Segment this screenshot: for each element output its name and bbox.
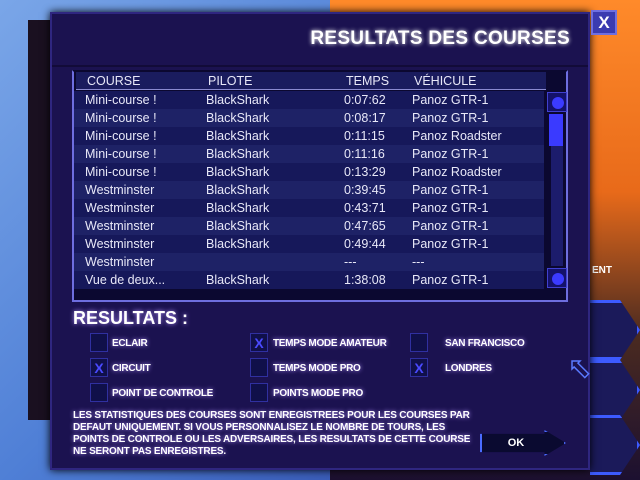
cell-temps: 0:11:16 — [344, 147, 385, 161]
checkbox-circuit[interactable]: X — [90, 358, 108, 377]
checkbox-temps-mode-amateur[interactable]: X — [250, 333, 268, 352]
cell-vehicule: Panoz GTR-1 — [412, 237, 489, 251]
cell-vehicule: Panoz GTR-1 — [412, 147, 489, 161]
scroll-up-button[interactable] — [547, 92, 567, 112]
cell-vehicule: Panoz GTR-1 — [412, 219, 489, 233]
checkbox-label[interactable]: TEMPS MODE AMATEUR — [273, 338, 387, 349]
cell-pilote: BlackShark — [206, 183, 270, 197]
cell-course: Mini-course ! — [85, 111, 157, 125]
checkbox-points-mode-pro[interactable] — [250, 383, 268, 402]
table-row[interactable]: Mini-course ! BlackShark 0:08:17 Panoz GTR-… — [74, 109, 544, 127]
scroll-down-button[interactable] — [547, 268, 567, 288]
cell-vehicule: Panoz GTR-1 — [412, 111, 489, 125]
cell-course: Westminster — [85, 255, 155, 269]
cell-pilote: BlackShark — [206, 147, 270, 161]
checkbox-label[interactable]: TEMPS MODE PRO — [273, 363, 361, 374]
cell-temps: 0:47:65 — [344, 219, 386, 233]
cell-vehicule: Panoz GTR-1 — [412, 201, 489, 215]
cell-temps: 0:43:71 — [344, 201, 386, 215]
table-row[interactable]: Westminster BlackShark 0:49:44 Panoz GTR-1 — [74, 235, 544, 253]
info-note: LES STATISTIQUES DES COURSES SONT ENREGI… — [73, 410, 471, 457]
cell-pilote: BlackShark — [206, 273, 270, 287]
checkbox-label[interactable]: ECLAIR — [112, 338, 148, 349]
cell-pilote: BlackShark — [206, 237, 270, 251]
header-vehicule[interactable]: VÉHICULE — [414, 74, 477, 88]
cell-vehicule: Panoz Roadster — [412, 165, 502, 179]
header-course[interactable]: COURSE — [87, 74, 141, 88]
cell-vehicule: Panoz Roadster — [412, 129, 502, 143]
cell-temps: 0:11:15 — [344, 129, 385, 143]
table-row[interactable]: Westminster --- --- — [74, 253, 544, 271]
table-row[interactable]: Vue de deux... BlackShark 1:38:08 Panoz GTR… — [74, 271, 544, 289]
cell-course: Mini-course ! — [85, 93, 157, 107]
cell-vehicule: --- — [412, 255, 425, 269]
checkbox-label[interactable]: SAN FRANCISCO — [445, 338, 525, 349]
checkbox-label[interactable]: LONDRES — [445, 363, 492, 374]
results-filter-title: RESULTATS : — [73, 308, 188, 328]
cell-temps: 1:38:08 — [344, 273, 386, 287]
cell-pilote: BlackShark — [206, 201, 270, 215]
cell-course: Westminster — [85, 237, 155, 251]
checkbox-temps-mode-pro[interactable] — [250, 358, 268, 377]
scrollbar[interactable] — [547, 92, 567, 288]
checkbox-label[interactable]: POINTS MODE PRO — [273, 388, 363, 399]
cell-vehicule: Panoz GTR-1 — [412, 93, 489, 107]
cell-course: Westminster — [85, 201, 155, 215]
checkbox-eclair[interactable] — [90, 333, 108, 352]
cell-course: Mini-course ! — [85, 129, 157, 143]
checkbox-label[interactable]: CIRCUIT — [112, 363, 151, 374]
cell-course: Westminster — [85, 219, 155, 233]
cell-course: Westminster — [85, 183, 155, 197]
cell-pilote: BlackShark — [206, 219, 270, 233]
cell-temps: 0:08:17 — [344, 111, 386, 125]
checkbox-londres[interactable]: X — [410, 358, 428, 377]
table-row[interactable]: Westminster BlackShark 0:39:45 Panoz GTR-1 — [74, 181, 544, 199]
cell-temps: 0:13:29 — [344, 165, 386, 179]
scroll-track[interactable] — [551, 114, 563, 266]
table-row[interactable]: Mini-course ! BlackShark 0:07:62 Panoz GTR-… — [74, 91, 544, 109]
cell-temps: 0:39:45 — [344, 183, 386, 197]
cell-temps: --- — [344, 255, 357, 269]
table-body: Mini-course ! BlackShark 0:07:62 Panoz GTR-… — [74, 91, 546, 289]
table-row[interactable]: Mini-course ! BlackShark 0:13:29 Panoz Road… — [74, 163, 544, 181]
dialog-title: RESULTATS DES COURSES — [310, 28, 570, 49]
header-pilote[interactable]: PILOTE — [208, 74, 253, 88]
header-temps[interactable]: TEMPS — [346, 74, 390, 88]
cell-pilote: BlackShark — [206, 165, 270, 179]
scroll-thumb[interactable] — [549, 114, 563, 146]
close-button[interactable]: X — [591, 10, 617, 35]
cell-vehicule: Panoz GTR-1 — [412, 183, 489, 197]
checkbox-label[interactable]: POINT DE CONTROLE — [112, 388, 214, 399]
cell-course: Mini-course ! — [85, 147, 157, 161]
checkbox-san-francisco[interactable] — [410, 333, 428, 352]
checkbox-point-de-controle[interactable] — [90, 383, 108, 402]
cell-vehicule: Panoz GTR-1 — [412, 273, 489, 287]
cell-temps: 0:49:44 — [344, 237, 386, 251]
cell-course: Mini-course ! — [85, 165, 157, 179]
cell-pilote: BlackShark — [206, 93, 270, 107]
results-table: COURSE PILOTE TEMPS VÉHICULE Mini-course… — [72, 70, 568, 302]
cell-temps: 0:07:62 — [344, 93, 386, 107]
table-row[interactable]: Westminster BlackShark 0:47:65 Panoz GTR-1 — [74, 217, 544, 235]
side-menu-label: ENT — [592, 265, 612, 276]
cell-course: Vue de deux... — [85, 273, 166, 287]
cell-pilote: BlackShark — [206, 111, 270, 125]
divider — [52, 65, 588, 67]
table-row[interactable]: Mini-course ! BlackShark 0:11:15 Panoz Road… — [74, 127, 544, 145]
table-row[interactable]: Westminster BlackShark 0:43:71 Panoz GTR-1 — [74, 199, 544, 217]
table-header: COURSE PILOTE TEMPS VÉHICULE — [76, 72, 546, 90]
cell-pilote: BlackShark — [206, 129, 270, 143]
table-row[interactable]: Mini-course ! BlackShark 0:11:16 Panoz GTR-… — [74, 145, 544, 163]
